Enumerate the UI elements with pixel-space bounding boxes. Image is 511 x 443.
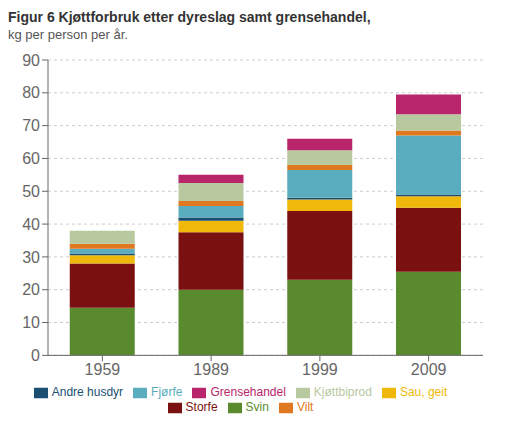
- svg-text:1999: 1999: [302, 361, 338, 378]
- svg-text:10: 10: [22, 314, 40, 331]
- svg-text:2009: 2009: [411, 361, 447, 378]
- svg-text:30: 30: [22, 249, 40, 266]
- html-text:Fjørfe: Fjørfe: [151, 385, 183, 400]
- html-text:Grensehandel: Grensehandel: [210, 385, 286, 400]
- svg-text:1989: 1989: [193, 361, 229, 378]
- svg-text:50: 50: [22, 183, 40, 200]
- html-text:Kjøttbiprod: Kjøttbiprod: [313, 385, 372, 400]
- html-text:Figur 6 Kjøttforbruk etter dyr: Figur 6 Kjøttforbruk etter dyreslag samt…: [8, 9, 371, 25]
- svg-text:1959: 1959: [85, 361, 121, 378]
- html-text:Svin: Svin: [245, 400, 269, 415]
- svg-text:20: 20: [22, 281, 40, 298]
- html-text:Andre husdyr: Andre husdyr: [51, 385, 124, 400]
- svg-text:60: 60: [22, 150, 40, 167]
- svg-text:80: 80: [22, 84, 40, 101]
- svg-text:70: 70: [22, 117, 40, 134]
- svg-text:90: 90: [22, 52, 40, 69]
- svg-text:0: 0: [31, 347, 40, 364]
- html-text:Vilt: Vilt: [297, 400, 314, 415]
- html-text:kg per person per år.: kg per person per år.: [8, 27, 128, 42]
- html-text:Storfe: Storfe: [185, 400, 218, 415]
- html-text:Sau, geit: Sau, geit: [399, 385, 448, 400]
- svg-text:40: 40: [22, 216, 40, 233]
